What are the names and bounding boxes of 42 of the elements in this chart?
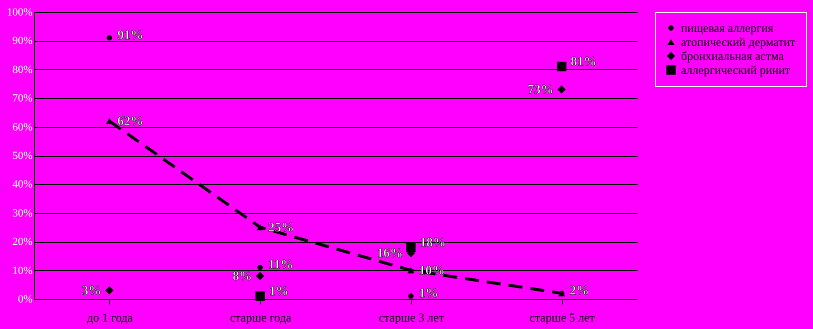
legend-label: атопический дерматит: [681, 35, 796, 49]
data-label: 16%: [376, 245, 403, 260]
point: [256, 272, 264, 280]
y-tick-label: 90%: [12, 35, 32, 48]
data-label: 62%: [117, 113, 144, 128]
x-tick-label: до 1 года: [86, 310, 134, 324]
y-tick-label: 40%: [12, 178, 32, 191]
data-label: 81%: [570, 54, 597, 69]
data-label: 1%: [418, 285, 438, 300]
y-tick-label: 20%: [12, 236, 32, 248]
y-tick-label: 70%: [12, 92, 32, 105]
legend-label: пищевая аллергия: [681, 21, 774, 35]
y-tick-label: 80%: [12, 64, 32, 76]
data-label: 73%: [528, 81, 554, 96]
data-label: 11%: [268, 256, 294, 272]
legend-label: бронхиальная астма: [681, 49, 785, 63]
point: [407, 267, 414, 274]
x-tick-label: старше 3 лет: [378, 310, 445, 324]
y-tick-label: 50%: [12, 150, 32, 162]
point: [557, 85, 566, 94]
y-tick-label: 60%: [12, 121, 32, 134]
y-tick-label: 0%: [18, 294, 32, 306]
x-tick-label: старше 5 лет: [530, 310, 596, 324]
point: [556, 62, 566, 72]
y-tick-label: 10%: [12, 264, 32, 277]
data-label: 8%: [232, 268, 252, 284]
point: [257, 264, 263, 270]
x-tick-label: старше года: [230, 310, 292, 324]
data-label: 25%: [268, 219, 294, 234]
data-label: 2%: [570, 282, 590, 298]
point: [256, 224, 264, 230]
point: [105, 286, 114, 295]
data-label: 91%: [117, 26, 144, 42]
y-tick-label: 30%: [12, 207, 32, 220]
point: [406, 242, 416, 252]
point: [106, 35, 112, 41]
data-label: 1%: [269, 283, 289, 298]
y-tick-label: 100%: [6, 6, 32, 18]
legend-label: аллергический ринит: [681, 63, 792, 77]
data-label: 3%: [82, 282, 102, 298]
point: [255, 291, 265, 301]
point: [408, 293, 414, 299]
